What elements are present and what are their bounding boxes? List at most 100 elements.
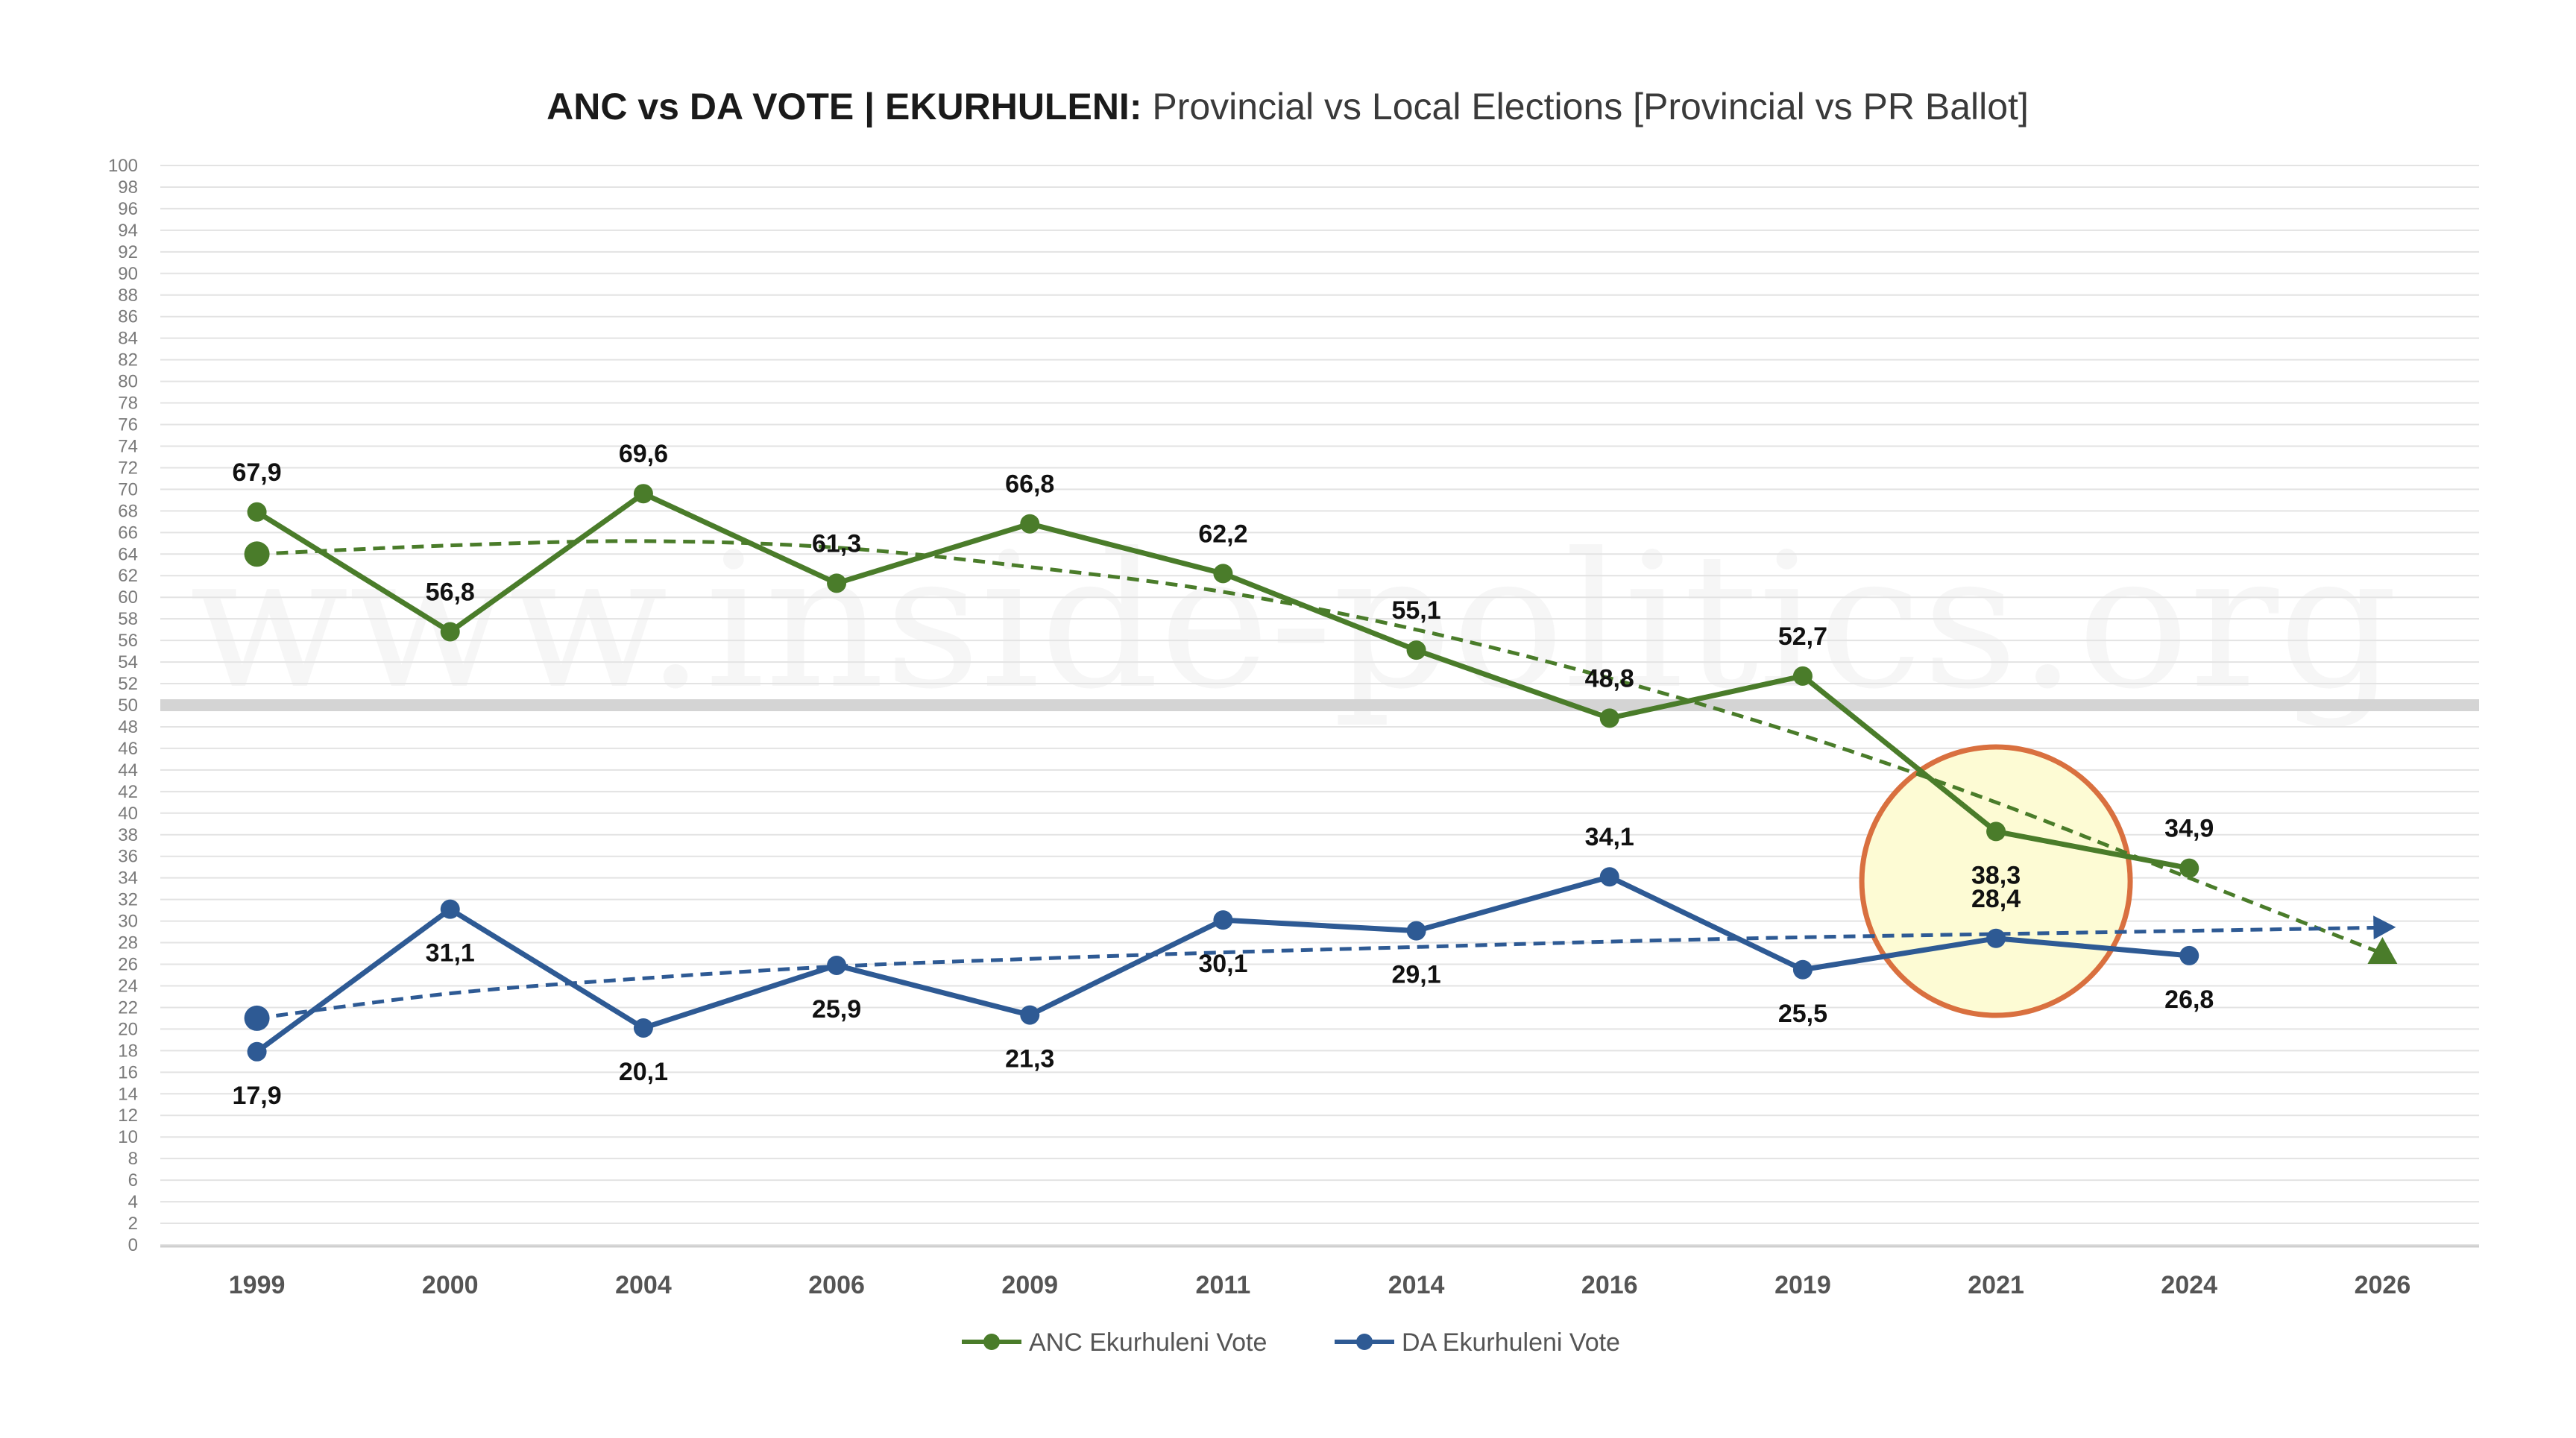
y-tick-label-78: 78: [118, 394, 138, 414]
trend-line-1: [256, 925, 2383, 1021]
series-0-label-2019: 52,7: [1778, 622, 1827, 651]
x-tick-label-2024: 2024: [2161, 1271, 2217, 1299]
series-0-label-2006: 61,3: [812, 529, 861, 558]
series-0-point-2000: [440, 622, 460, 642]
x-tick-label-1999: 1999: [229, 1271, 286, 1299]
y-tick-label-96: 96: [118, 199, 138, 219]
legend-marker-0: [983, 1334, 1000, 1350]
y-tick-label-44: 44: [118, 760, 138, 781]
series-1-label-2016: 34,1: [1585, 823, 1634, 851]
y-tick-label-26: 26: [118, 955, 138, 975]
y-tick-label-14: 14: [118, 1084, 138, 1104]
y-tick-label-24: 24: [118, 976, 138, 996]
y-tick-label-88: 88: [118, 286, 138, 306]
series-0-point-2006: [827, 573, 847, 593]
y-tick-label-80: 80: [118, 372, 138, 392]
x-tick-label-2021: 2021: [1968, 1271, 2024, 1299]
y-tick-label-2: 2: [128, 1214, 138, 1234]
y-tick-label-68: 68: [118, 501, 138, 521]
x-tick-label-2019: 2019: [1774, 1271, 1831, 1299]
y-tick-label-10: 10: [118, 1127, 138, 1147]
y-tick-label-82: 82: [118, 350, 138, 370]
series-0-label-2000: 56,8: [426, 578, 475, 607]
series-0-point-1999: [247, 502, 267, 522]
series-1-point-2014: [1406, 921, 1426, 941]
series-1-label-2004: 20,1: [619, 1058, 668, 1086]
series-1-label-2011: 30,1: [1198, 950, 1247, 978]
x-axis: 1999 2000 2004 2006 2009 2011 2014 2016 2019 2021…: [229, 1271, 2410, 1299]
series-1-point-2000: [440, 899, 460, 919]
y-tick-label-92: 92: [118, 242, 138, 262]
x-tick-label-2004: 2004: [615, 1271, 672, 1299]
legend-label-0: ANC Ekurhuleni Vote: [1029, 1328, 1267, 1357]
chart-title: ANC vs DA VOTE | EKURHULENI: Provincial …: [547, 86, 2029, 128]
y-tick-label-34: 34: [118, 868, 138, 889]
y-tick-label-6: 6: [128, 1170, 138, 1191]
trend-start-marker-0: [244, 541, 270, 567]
series-1-label-2019: 25,5: [1778, 1000, 1827, 1028]
trend-start-marker-1: [244, 1005, 270, 1031]
y-tick-label-30: 30: [118, 912, 138, 932]
y-tick-label-48: 48: [118, 717, 138, 737]
legend-marker-1: [1356, 1334, 1373, 1350]
y-tick-label-100: 100: [108, 156, 138, 176]
y-tick-label-12: 12: [118, 1106, 138, 1126]
y-tick-label-42: 42: [118, 782, 138, 802]
series-0-label-2024: 34,9: [2164, 815, 2214, 843]
series-1-point-1999: [247, 1041, 267, 1062]
series-0-label-2004: 69,6: [619, 440, 668, 468]
series-1-point-2009: [1020, 1005, 1040, 1025]
series-0-point-2024: [2179, 858, 2199, 878]
series-1-point-2011: [1213, 910, 1233, 930]
y-tick-label-58: 58: [118, 609, 138, 629]
y-tick-label-98: 98: [118, 177, 138, 198]
y-tick-label-46: 46: [118, 739, 138, 759]
series-0-label-2011: 62,2: [1198, 520, 1247, 548]
series-1-point-2004: [633, 1018, 653, 1038]
y-tick-label-70: 70: [118, 479, 138, 499]
y-tick-label-38: 38: [118, 825, 138, 845]
series-1-label-2014: 29,1: [1391, 961, 1440, 989]
x-tick-label-2011: 2011: [1196, 1271, 1251, 1299]
series-1-label-2024: 26,8: [2164, 986, 2214, 1014]
y-tick-label-62: 62: [118, 566, 138, 586]
series-0-point-2004: [633, 484, 653, 504]
trend-end-marker-1: [2373, 915, 2396, 940]
series-0-label-2016: 48,8: [1585, 664, 1634, 693]
y-tick-label-20: 20: [118, 1019, 138, 1039]
y-tick-label-66: 66: [118, 523, 138, 543]
series-1-point-2021: [1986, 928, 2006, 948]
y-tick-label-72: 72: [118, 458, 138, 478]
chart-title-bold: ANC vs DA VOTE | EKURHULENI:: [547, 86, 1141, 128]
chart-title-regular: Provincial vs Local Elections [Provincia…: [1141, 86, 2028, 127]
y-tick-label-64: 64: [118, 544, 138, 564]
series-0-label-1999: 67,9: [232, 458, 281, 487]
series-0-point-2014: [1406, 640, 1426, 660]
y-tick-label-76: 76: [118, 415, 138, 435]
y-tick-label-84: 84: [118, 329, 138, 349]
series-0-label-2009: 66,8: [1005, 470, 1054, 499]
series-1-label-2000: 31,1: [426, 939, 475, 968]
y-tick-label-22: 22: [118, 997, 138, 1018]
y-tick-label-52: 52: [118, 674, 138, 694]
series-0-point-2019: [1792, 666, 1813, 686]
y-tick-label-94: 94: [118, 221, 138, 241]
y-tick-label-86: 86: [118, 307, 138, 327]
series-0-point-2011: [1213, 564, 1233, 584]
y-tick-label-16: 16: [118, 1062, 138, 1082]
series-1-label-1999: 17,9: [232, 1082, 281, 1110]
y-tick-label-4: 4: [128, 1192, 138, 1212]
y-tick-label-54: 54: [118, 652, 138, 672]
y-tick-label-40: 40: [118, 804, 138, 824]
y-tick-label-56: 56: [118, 631, 138, 651]
series-lines: [247, 484, 2199, 1062]
series-0-point-2009: [1020, 514, 1040, 534]
y-tick-label-74: 74: [118, 436, 138, 456]
x-tick-label-2026: 2026: [2355, 1271, 2411, 1299]
series-1-label-2006: 25,9: [812, 995, 861, 1024]
y-tick-label-0: 0: [128, 1235, 138, 1255]
y-tick-label-32: 32: [118, 890, 138, 910]
series-0-label-2014: 55,1: [1391, 596, 1440, 625]
